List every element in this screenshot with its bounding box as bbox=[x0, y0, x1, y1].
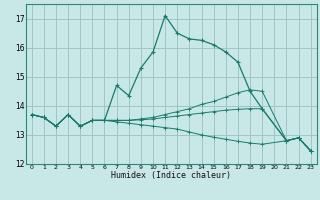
X-axis label: Humidex (Indice chaleur): Humidex (Indice chaleur) bbox=[111, 171, 231, 180]
